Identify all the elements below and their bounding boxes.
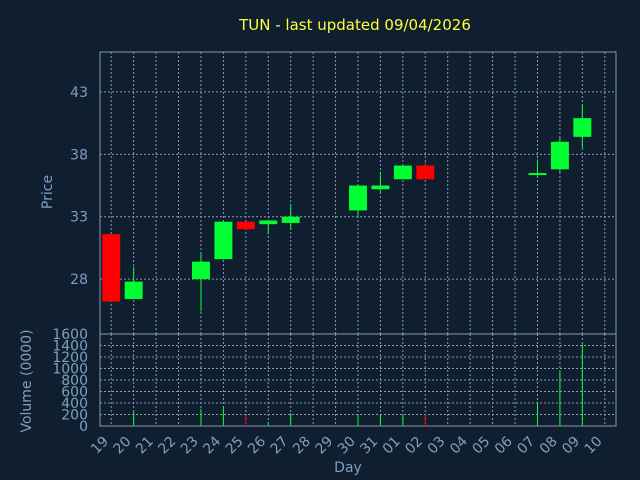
x-tick-label: 23: [178, 434, 202, 458]
x-tick-label: 20: [111, 434, 135, 458]
x-tick-label: 29: [312, 434, 336, 458]
x-tick-label: 28: [290, 434, 314, 458]
x-tick-label: 09: [559, 434, 583, 458]
candle-body: [528, 173, 547, 176]
x-tick-label: 30: [335, 434, 359, 458]
candle-body: [371, 185, 390, 190]
price-axis-label: Price: [40, 175, 56, 209]
volume-tick-label: 600: [61, 385, 88, 401]
price-tick-label: 28: [70, 272, 88, 288]
candle-body: [124, 281, 143, 300]
candle-body: [393, 165, 412, 180]
volume-tick-label: 200: [61, 408, 88, 424]
x-tick-label: 04: [447, 433, 471, 457]
x-tick-label: 07: [514, 434, 538, 458]
volume-tick-label: 1600: [52, 327, 88, 343]
x-tick-label: 10: [582, 434, 606, 458]
volume-tick-label: 1400: [52, 339, 88, 355]
candle-body: [236, 221, 255, 230]
candle-body: [191, 261, 210, 280]
volume-axis-label: Volume (0000): [19, 329, 35, 432]
volume-tick-label: 1200: [52, 350, 88, 366]
x-tick-label: 06: [492, 433, 516, 457]
x-tick-label: 02: [402, 434, 426, 458]
x-tick-label: 21: [133, 434, 157, 458]
volume-tick-label: 400: [61, 396, 88, 412]
chart-title: TUN - last updated 09/04/2026: [238, 16, 471, 34]
candle-body: [550, 141, 569, 170]
x-tick-label: 31: [357, 434, 381, 458]
candle-body: [102, 234, 121, 302]
x-tick-label: 03: [425, 434, 449, 458]
volume-tick-label: 1000: [52, 362, 88, 378]
x-tick-label: 19: [88, 434, 112, 458]
x-tick-label: 26: [245, 433, 269, 457]
volume-tick-label: 800: [61, 373, 88, 389]
x-tick-label: 25: [223, 434, 247, 458]
price-tick-label: 43: [70, 85, 88, 101]
x-tick-label: 05: [470, 434, 494, 458]
candle-body: [416, 165, 435, 180]
volume-tick-label: 0: [79, 419, 88, 435]
candle-body: [214, 221, 233, 260]
x-tick-label: 08: [537, 434, 561, 458]
candle-body: [281, 216, 300, 223]
x-axis: 1920212223242526272829303101020304050607…: [88, 433, 605, 457]
x-tick-label: 01: [380, 434, 404, 458]
x-tick-label: 24: [200, 433, 224, 457]
candle-body: [349, 185, 367, 211]
candle-body: [573, 118, 592, 137]
price-tick-label: 33: [70, 210, 88, 226]
price-tick-label: 38: [70, 147, 88, 163]
price-panel: 28 33 38 43: [70, 51, 617, 335]
x-tick-label: 27: [268, 434, 292, 458]
x-axis-label: Day: [334, 460, 362, 476]
x-tick-label: 22: [155, 434, 179, 458]
candle-body: [259, 220, 278, 225]
